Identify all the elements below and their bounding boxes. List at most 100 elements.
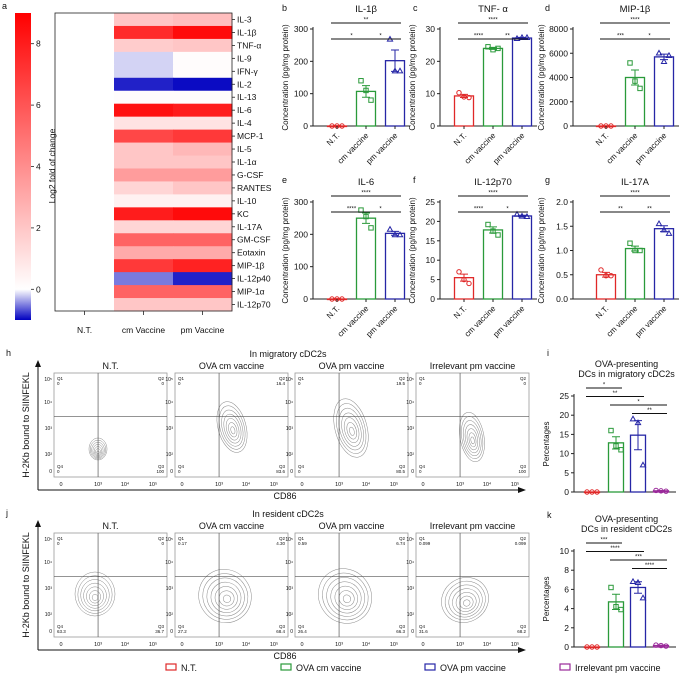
contour-line: [468, 432, 477, 448]
data-point-square: [632, 78, 638, 84]
significance-label: ****: [347, 207, 357, 213]
quadrant-value-q4: 26.4: [298, 629, 307, 634]
heatmap-cell: [173, 38, 233, 53]
flow-y-tick-label: 10⁴: [165, 400, 173, 406]
flow-y-tick-label: 10⁴: [406, 560, 414, 566]
quadrant-name: Q1: [298, 536, 305, 541]
flow-y-tick-label: 10²: [407, 612, 415, 618]
data-point-circle: [598, 123, 604, 129]
quadrant-value-q1: 0.099: [419, 541, 431, 546]
y-tick-label: 5: [564, 468, 569, 478]
heatmap-cell: [55, 38, 115, 53]
heatmap-col-label: N.T.: [77, 325, 92, 335]
contour-line: [228, 422, 238, 438]
data-point-circle: [663, 643, 669, 649]
chart-title-line: DCs in resident cDC2s: [581, 524, 673, 534]
flow-row-0: In migratory cDC2s H-2Kb bound to SIINFEK…: [21, 349, 530, 501]
quadrant-name: Q3: [520, 624, 527, 629]
heatmap-row-label: IL-6: [237, 105, 252, 115]
heatmap-cell: [114, 155, 174, 169]
quadrant-value-q4: 0: [298, 469, 301, 474]
flow-y-tick-label: 0: [290, 469, 293, 475]
flow-y-tick-label: 10³: [286, 586, 294, 592]
significance-label: *: [379, 207, 382, 213]
quadrant-name: Q1: [419, 376, 426, 381]
flow-plot: Irrelevant pm vaccineQ10.099Q20.099Q431.…: [406, 521, 530, 648]
flow-x-tick-label: 0: [59, 642, 62, 648]
data-point-triangle: [665, 51, 673, 58]
quadrant-name: Q3: [399, 624, 406, 629]
heatmap-cell: [173, 194, 233, 208]
data-point-circle: [466, 94, 472, 101]
flow-x-tick-label: 10³: [215, 642, 223, 648]
data-point-circle: [329, 123, 335, 129]
data-point-triangle: [639, 461, 647, 468]
quadrant-value-q2: 4.30: [276, 541, 285, 546]
y-tick-label: 200: [294, 229, 308, 239]
contour-line: [452, 588, 480, 615]
significance-label: *: [379, 34, 382, 40]
flow-x-tick-label: 0: [59, 482, 62, 488]
quadrant-value-q1: 0: [419, 381, 422, 386]
contour-line: [86, 586, 104, 606]
panel-letter-e: e: [282, 175, 287, 185]
data-point-triangle: [391, 231, 399, 238]
data-point-triangle: [629, 415, 637, 422]
flow-row-1: In resident cDC2s H-2Kb bound to SIINFEKL…: [21, 509, 530, 661]
chart-title: IL-6: [358, 177, 374, 188]
contour-line: [74, 571, 116, 617]
data-point-circle: [598, 267, 604, 273]
data-point-triangle: [386, 225, 394, 232]
flow-y-tick-label: 10³: [45, 426, 53, 432]
bar: [511, 215, 533, 300]
heatmap-cell: [55, 233, 115, 247]
heatmap-row-label: IL-1α: [237, 157, 257, 167]
flow-plot-frame: [53, 372, 168, 478]
heatmap-cell: [114, 77, 174, 92]
heatmap-cell: [114, 246, 174, 260]
heatmap-cell: [55, 285, 115, 299]
contour-line: [202, 573, 249, 620]
y-tick-label: 200: [294, 56, 308, 66]
flow-plot-frame: [294, 372, 409, 478]
contour-line: [349, 426, 355, 436]
flow-x-tick-label: 10⁵: [390, 641, 398, 648]
significance-label: ***: [617, 34, 625, 40]
contour-line: [466, 428, 479, 451]
legend-item: OVA cm vaccine: [280, 663, 361, 673]
heatmap-cell: [114, 38, 174, 53]
flow-y-tick-label: 10²: [166, 612, 174, 618]
flow-y-tick-label: 0: [170, 629, 173, 635]
heatmap-cell: [173, 142, 233, 157]
panel-letter-d: d: [545, 3, 550, 13]
heatmap-cell: [55, 129, 115, 144]
significance-label: *: [350, 34, 353, 40]
colorbar-tick-label: 2: [36, 223, 41, 233]
data-point-triangle: [634, 578, 642, 585]
y-tick-label: 0: [430, 294, 435, 304]
data-point-triangle: [518, 212, 526, 219]
quadrant-value-q3: 36.7: [155, 629, 164, 634]
significance-label: ****: [488, 191, 498, 197]
bar-chart-b: IL-1β 0 100 200 300 Concentration (pg/mg prot…: [281, 4, 410, 166]
y-axis-label: Concentration (pg/mg protein): [537, 24, 546, 131]
contour-line: [218, 590, 235, 607]
legend-label: N.T.: [181, 663, 197, 673]
quadrant-name: Q3: [279, 624, 286, 629]
y-axis-label: Concentration (pg/mg protein): [537, 197, 546, 304]
contour-line: [210, 581, 242, 613]
data-point-square: [637, 85, 643, 92]
x-tick-label: N.T.: [594, 131, 610, 147]
flow-y-tick-label: 0: [290, 629, 293, 635]
legend-swatch: [424, 663, 436, 671]
quadrant-value-q3: 100: [156, 469, 164, 474]
arrow-up-icon: [35, 360, 41, 367]
flow-x-tick-label: 10⁵: [270, 481, 278, 488]
heatmap-cell: [55, 142, 115, 157]
contour-line: [346, 422, 357, 440]
y-tick-label: 1.0: [556, 246, 568, 256]
